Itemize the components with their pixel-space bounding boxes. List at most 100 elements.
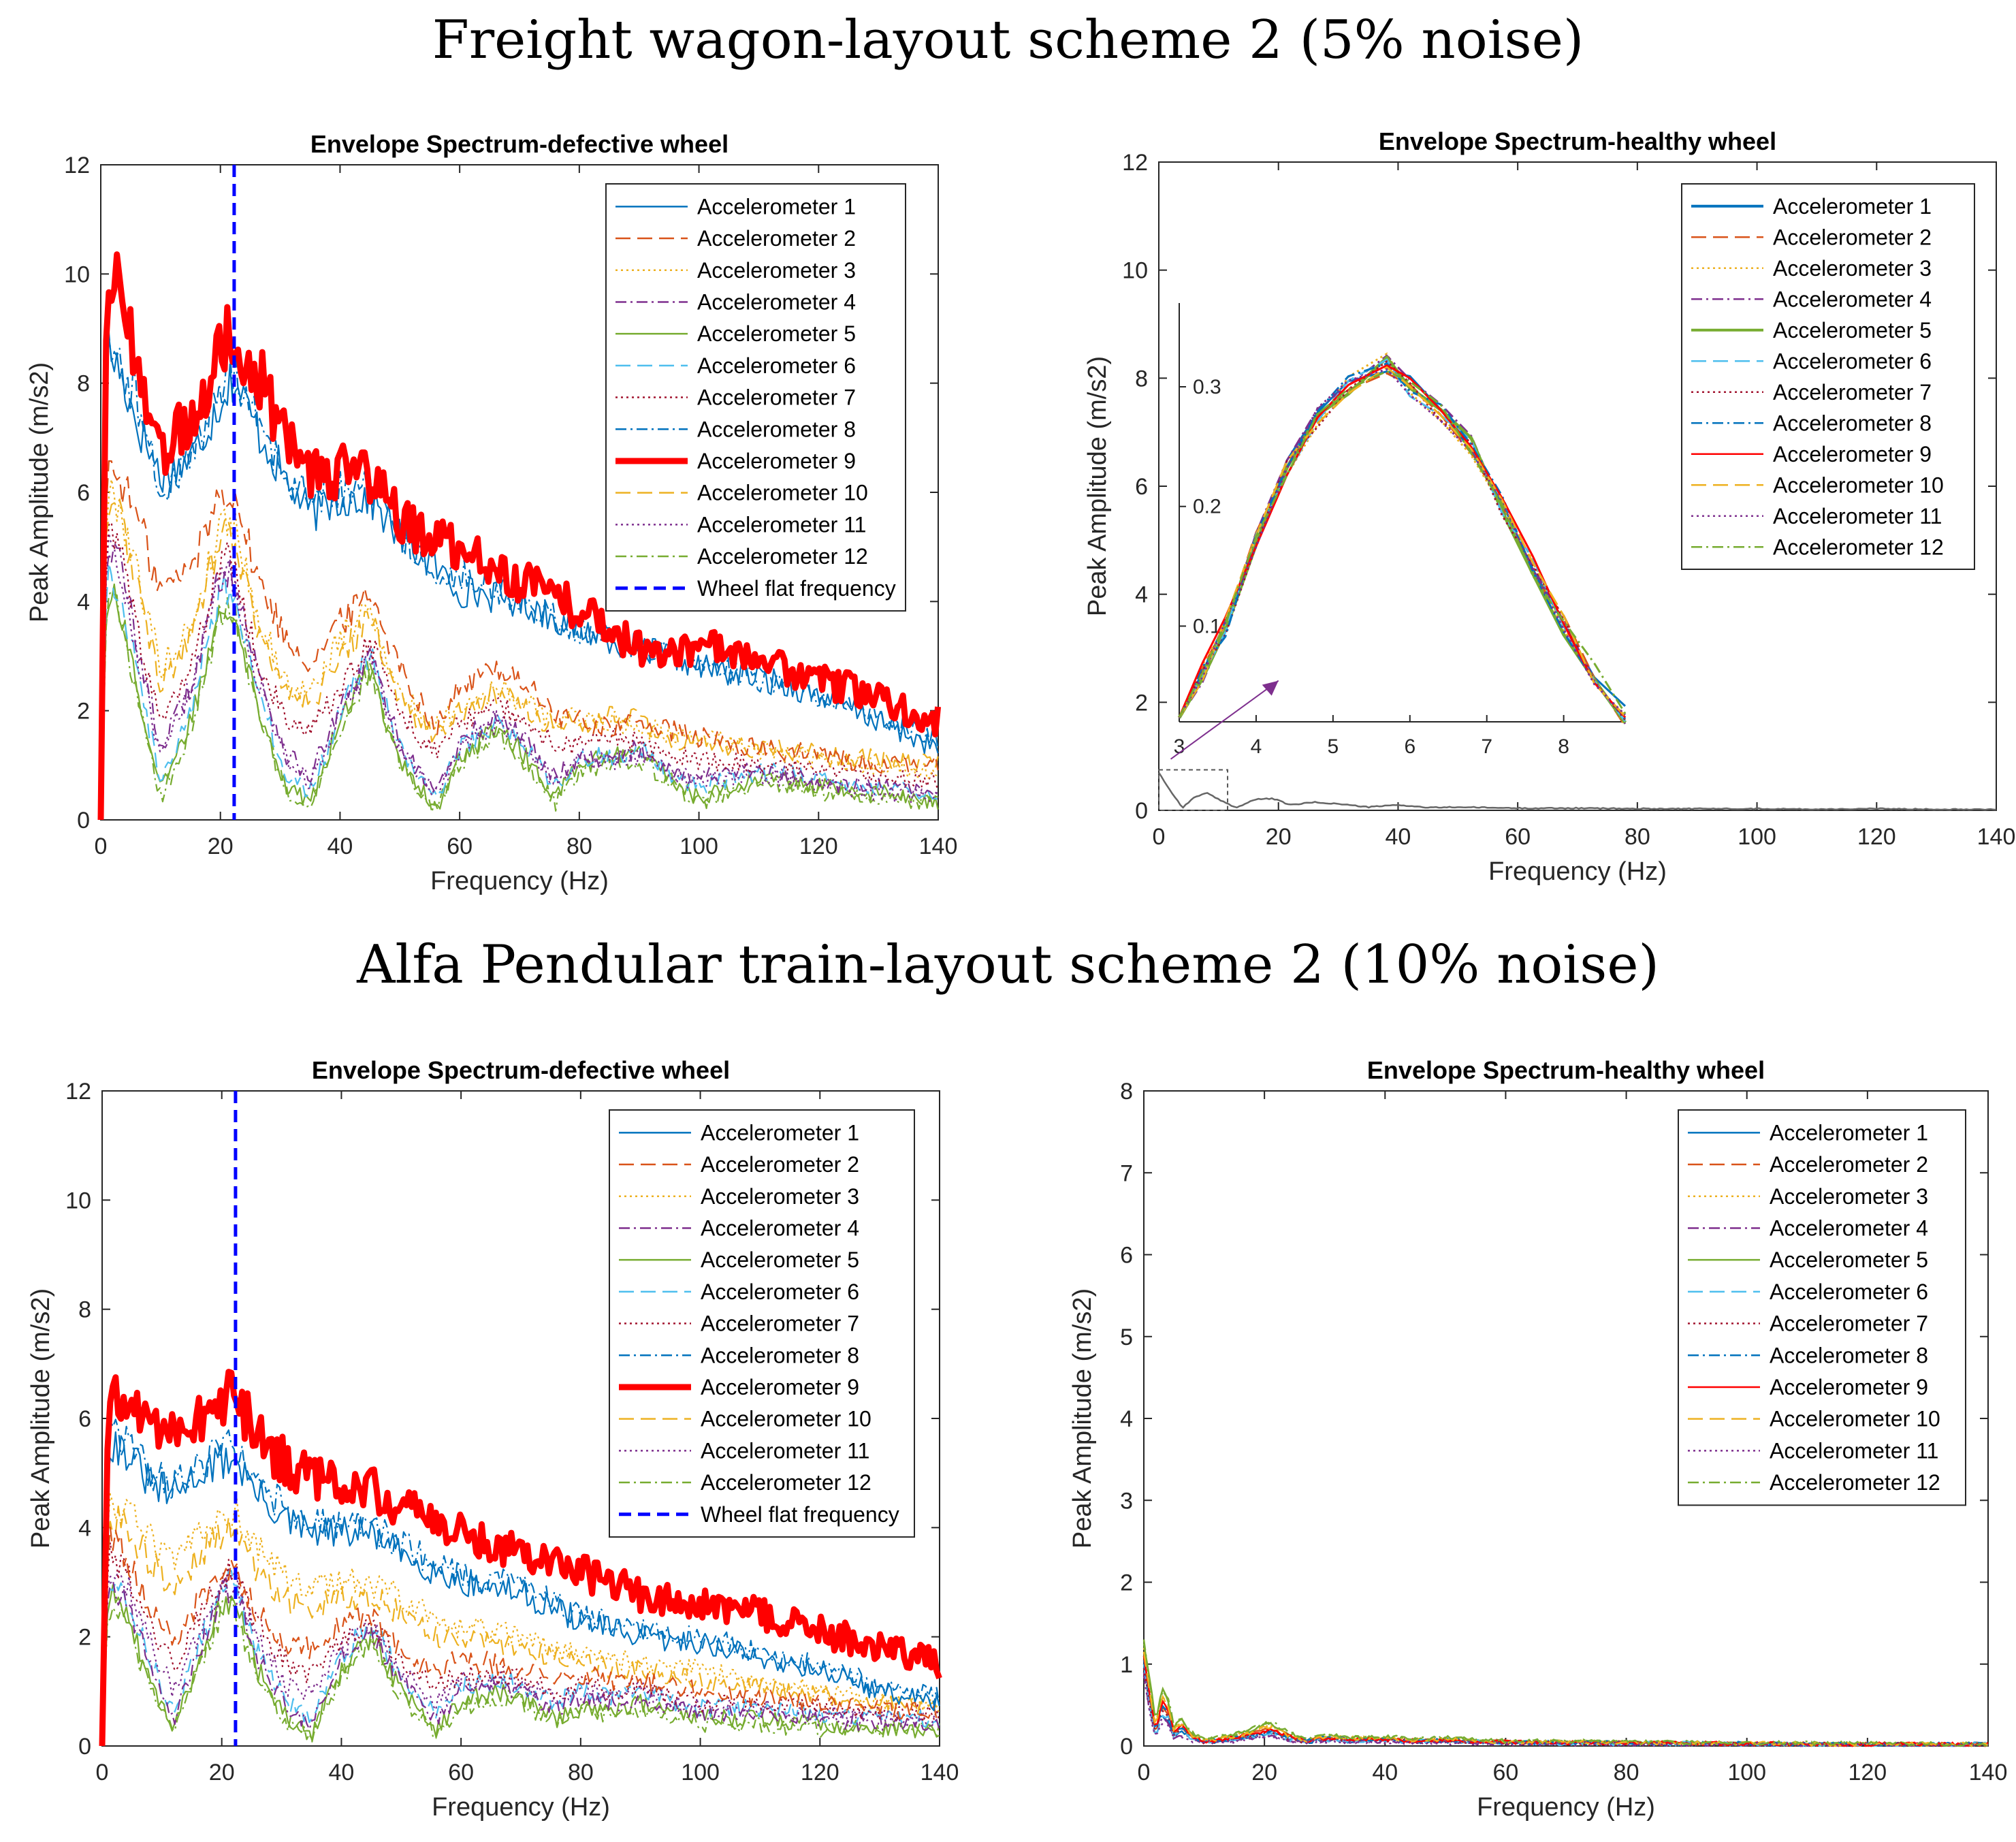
legend-box [1678, 1109, 1966, 1506]
series-line-accelerometer-10 [1142, 1651, 1989, 1747]
legend-item: Accelerometer 1 [1688, 1120, 1928, 1145]
legend-label: Accelerometer 12 [697, 544, 868, 569]
y-tick-label: 2 [77, 699, 90, 725]
x-tick-label: 140 [921, 1760, 959, 1785]
x-axis-label: Frequency (Hz) [432, 1793, 610, 1822]
legend-item: Wheel flat frequency [619, 1502, 899, 1527]
y-tick-label: 0 [1120, 1734, 1133, 1760]
legend-item: Accelerometer 10 [1691, 473, 1944, 497]
y-tick-label: 0 [1135, 798, 1148, 824]
legend-item: Accelerometer 7 [615, 385, 856, 410]
section-title-alfa-pendular: Alfa Pendular train-layout scheme 2 (10%… [357, 934, 1659, 996]
zoom-arrow-head [1262, 680, 1279, 696]
legend-label: Accelerometer 8 [1773, 411, 1932, 435]
legend-label: Accelerometer 8 [697, 417, 856, 441]
x-axis-label: Frequency (Hz) [430, 867, 609, 895]
y-tick-label: 12 [65, 1079, 91, 1105]
x-tick-label: 80 [566, 833, 592, 859]
legend-label: Accelerometer 7 [1770, 1312, 1928, 1336]
legend-label: Accelerometer 9 [701, 1375, 859, 1399]
legend-label: Accelerometer 7 [697, 385, 856, 410]
legend-label: Accelerometer 3 [1773, 256, 1932, 281]
x-tick-label: 0 [1153, 824, 1166, 850]
legend-label: Accelerometer 4 [1770, 1216, 1928, 1240]
y-tick-label: 12 [1122, 150, 1148, 176]
zoom-arrow-line [1170, 680, 1279, 760]
legend-item: Accelerometer 3 [1688, 1184, 1928, 1209]
legend-item: Accelerometer 8 [1688, 1343, 1928, 1367]
legend-item: Accelerometer 4 [1691, 287, 1932, 311]
legend-label: Accelerometer 8 [1770, 1343, 1928, 1367]
legend-label: Accelerometer 10 [697, 481, 868, 505]
y-tick-label: 6 [1120, 1243, 1133, 1269]
x-tick-label: 60 [448, 1760, 474, 1785]
legend-label: Accelerometer 1 [697, 194, 856, 219]
y-tick-label: 8 [1135, 366, 1148, 392]
x-tick-label: 40 [1372, 1760, 1398, 1785]
legend-label: Accelerometer 5 [701, 1248, 859, 1272]
legend-item: Accelerometer 11 [619, 1438, 869, 1463]
inset-x-tick-label: 6 [1404, 735, 1415, 758]
x-tick-label: 0 [95, 833, 108, 859]
x-tick-label: 0 [1138, 1760, 1151, 1785]
inset-series-accelerometer-12 [1178, 370, 1627, 718]
y-tick-label: 4 [77, 589, 90, 615]
series-line-healthy [1157, 772, 1996, 811]
legend-item: Accelerometer 6 [1691, 349, 1932, 373]
legend-item: Accelerometer 5 [1691, 318, 1932, 343]
series-line-accelerometer-5 [101, 1584, 940, 1747]
y-tick-label: 8 [1120, 1079, 1133, 1105]
legend-label: Accelerometer 12 [1770, 1470, 1940, 1495]
y-tick-label: 6 [1135, 474, 1148, 500]
legend-label: Wheel flat frequency [697, 576, 896, 601]
y-axis-label: Peak Amplitude (m/s2) [27, 1288, 55, 1549]
legend-item: Accelerometer 6 [615, 353, 856, 378]
legend-label: Accelerometer 1 [1773, 194, 1932, 219]
y-tick-label: 12 [64, 153, 90, 178]
legend-item: Accelerometer 10 [619, 1407, 871, 1431]
y-tick-label: 0 [77, 808, 90, 833]
legend-item: Accelerometer 11 [615, 512, 866, 537]
legend-item: Accelerometer 6 [619, 1280, 859, 1304]
legend-label: Accelerometer 3 [697, 258, 856, 283]
legend-item: Accelerometer 1 [619, 1120, 859, 1145]
legend-item: Accelerometer 8 [1691, 411, 1932, 435]
inset-x-tick-label: 8 [1558, 735, 1569, 758]
series-line-accelerometer-9 [99, 1369, 942, 1747]
chart-title: Envelope Spectrum-healthy wheel [1367, 1056, 1765, 1084]
series-line-accelerometer-2 [99, 460, 939, 821]
x-tick-label: 140 [1977, 824, 2016, 850]
legend-item: Accelerometer 10 [1688, 1407, 1940, 1431]
legend-item: Accelerometer 10 [615, 481, 868, 505]
legend-label: Accelerometer 9 [697, 449, 856, 473]
x-tick-label: 60 [447, 833, 473, 859]
x-tick-label: 100 [1738, 824, 1776, 850]
series-line-accelerometer-8 [99, 331, 939, 821]
y-tick-label: 10 [65, 1188, 91, 1213]
legend-label: Accelerometer 10 [701, 1407, 871, 1431]
series-line-accelerometer-9 [97, 251, 942, 821]
legend-item: Accelerometer 11 [1691, 504, 1942, 528]
legend-label: Accelerometer 2 [1773, 225, 1932, 249]
legend-item: Accelerometer 5 [615, 321, 856, 346]
legend-item: Accelerometer 7 [1691, 380, 1932, 404]
x-tick-label: 80 [1614, 1760, 1639, 1785]
x-tick-label: 20 [209, 1760, 235, 1785]
y-tick-label: 1 [1120, 1652, 1133, 1678]
x-tick-label: 120 [1848, 1760, 1887, 1785]
legend-label: Accelerometer 5 [697, 321, 856, 346]
series-line-accelerometer-11 [99, 532, 939, 821]
x-tick-label: 80 [568, 1760, 594, 1785]
series-line-accelerometer-4 [99, 541, 939, 821]
legend-label: Accelerometer 4 [697, 289, 856, 314]
inset-x-tick-label: 3 [1174, 735, 1185, 758]
series-line-accelerometer-12 [101, 1596, 940, 1747]
legend-item: Accelerometer 9 [619, 1375, 859, 1399]
inset-series-accelerometer-8 [1178, 362, 1627, 720]
legend-label: Accelerometer 9 [1770, 1375, 1928, 1399]
y-tick-label: 2 [1120, 1570, 1133, 1596]
